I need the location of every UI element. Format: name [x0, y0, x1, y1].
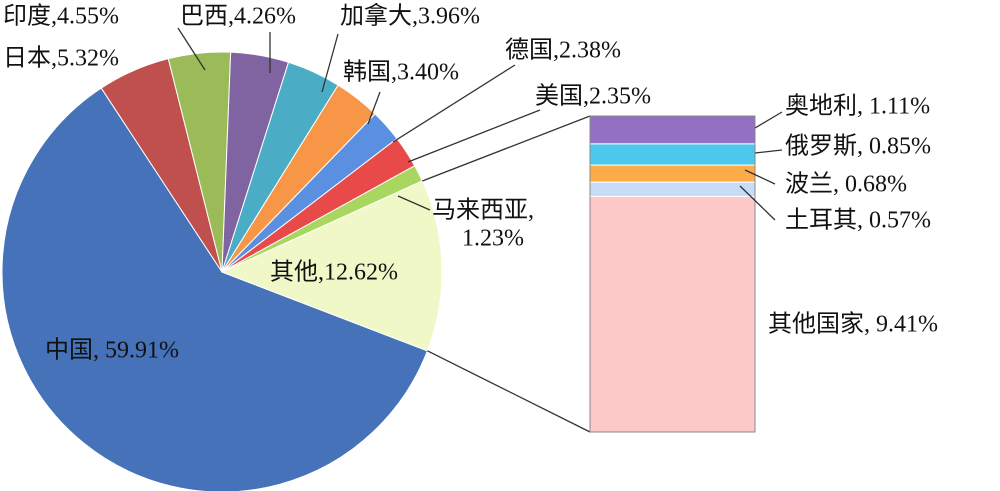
bar-segment [589, 143, 756, 166]
data-label: 中国, 59.91% [45, 337, 179, 364]
data-label: 美国,2.35% [535, 83, 651, 110]
leader-line [744, 169, 776, 185]
data-label: 其他,12.62% [270, 259, 398, 286]
bar-segment [589, 195, 756, 433]
leader-line [739, 185, 776, 221]
leader-line [407, 109, 541, 163]
leader-line [754, 149, 783, 154]
leader-line [177, 27, 206, 71]
pie-slice [220, 180, 443, 352]
data-label: 德国,2.38% [505, 37, 621, 64]
pie-slice [1, 87, 429, 491]
leader-line [754, 111, 783, 129]
data-label: 波兰, 0.68% [785, 171, 907, 198]
bar-segment [589, 115, 756, 145]
leader-line [367, 91, 381, 125]
data-label: 印度,4.55% [3, 3, 119, 30]
data-label: 俄罗斯, 0.85% [785, 133, 931, 160]
bar-segment [589, 181, 756, 197]
leader-line [397, 195, 431, 211]
connector [422, 115, 591, 182]
data-label: 巴西,4.26% [180, 4, 296, 30]
data-label: 韩国,3.40% [343, 59, 459, 86]
data-label: 土耳其, 0.57% [785, 207, 931, 234]
data-label: 日本,5.32% [3, 45, 119, 72]
bar-segment [589, 164, 756, 183]
leader-line [392, 64, 516, 143]
connector [427, 350, 591, 433]
data-label: 马来西亚, [432, 197, 534, 224]
leader-line [321, 33, 339, 93]
data-label: 其他国家, 9.41% [768, 311, 938, 338]
data-label: 1.23% [462, 226, 524, 252]
data-label: 奥地利, 1.11% [785, 93, 930, 120]
bar-outline [589, 115, 756, 433]
data-label: 加拿大,3.96% [340, 3, 480, 30]
